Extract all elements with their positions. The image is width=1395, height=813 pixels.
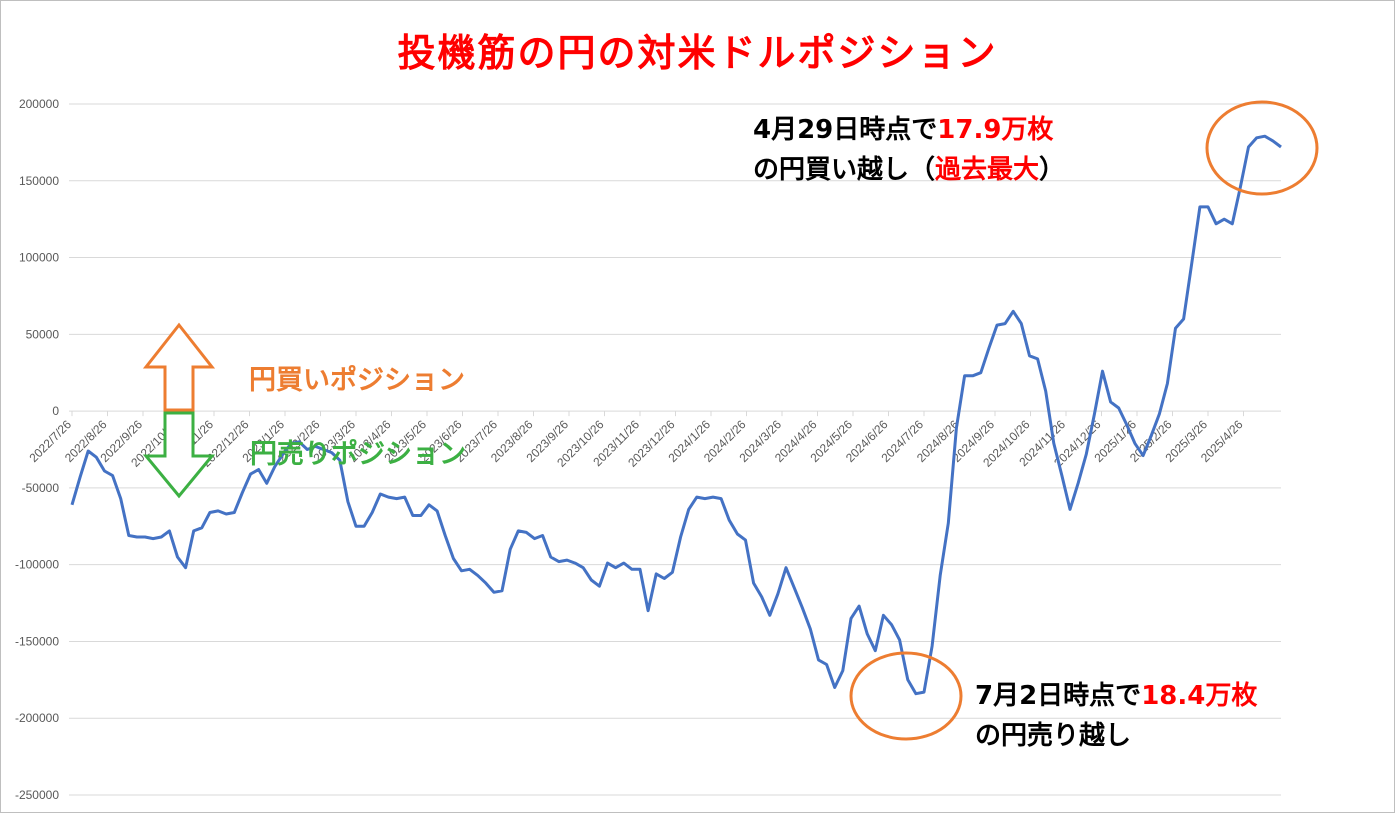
y-tick-label: 0: [52, 404, 59, 418]
trough-note-value: 18.4万枚: [1141, 681, 1258, 711]
peak-highlight-circle: [1205, 100, 1319, 196]
y-tick-label: -100000: [15, 558, 59, 572]
y-tick-label: -200000: [15, 711, 59, 725]
gridlines: [69, 103, 1281, 796]
trough-highlight-circle: [849, 651, 963, 741]
decorations: [142, 100, 1319, 741]
trough-annotation: 7月2日時点で18.4万枚 の円売り越し: [975, 676, 1257, 756]
y-tick-label: -50000: [22, 481, 60, 495]
y-tick-label: 50000: [26, 327, 60, 341]
y-tick-label: 150000: [19, 174, 59, 188]
peak-annotation: 4月29日時点で17.9万枚 の円買い越し（過去最大）: [753, 110, 1065, 190]
chart-title: 投機筋の円の対米ドルポジション: [397, 31, 998, 75]
trough-note-text2: の円売り越し: [975, 721, 1132, 751]
y-axis: 200000 150000 100000 50000 0 -50000 -100000 -15…: [15, 97, 59, 802]
series-line-path: [70, 134, 1282, 696]
peak-note-text: 4月29日時点で: [753, 115, 938, 145]
peak-note-close: ）: [1039, 155, 1066, 185]
y-tick-label: -250000: [15, 788, 59, 802]
buy-arrow-icon: [142, 322, 216, 412]
peak-note-text2: の円買い越し（: [753, 155, 936, 185]
y-tick-label: -150000: [15, 634, 59, 648]
sell-position-label: 円売りポジション: [250, 439, 466, 470]
series-line: [70, 134, 1282, 696]
buy-position-label: 円買いポジション: [249, 365, 465, 396]
trough-note-text: 7月2日時点で: [975, 681, 1142, 711]
peak-note-value: 17.9万枚: [937, 115, 1054, 145]
peak-note-highlight: 過去最大: [935, 155, 1040, 185]
y-tick-label: 200000: [19, 97, 59, 111]
y-tick-label: 100000: [19, 251, 59, 265]
sell-arrow-icon: [142, 411, 216, 499]
